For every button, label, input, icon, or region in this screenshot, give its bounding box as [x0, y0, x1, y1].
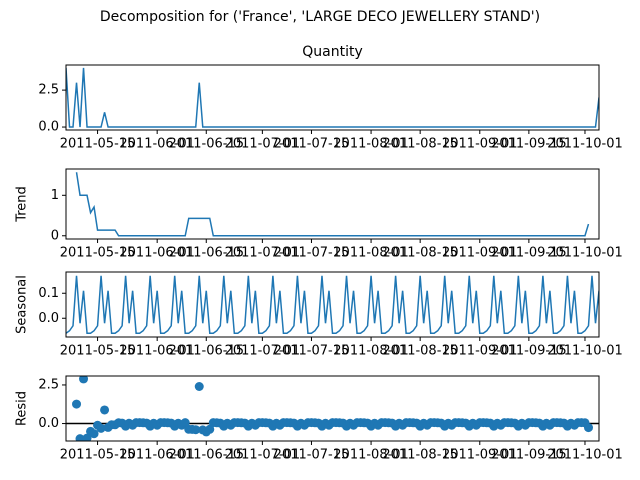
x-tick-label: 2011-06-01 — [119, 344, 195, 359]
x-tick-label: 2011-06-01 — [119, 448, 195, 463]
x-tick-label: 2011-09-15 — [491, 448, 567, 463]
x-tick-label: 2011-07-15 — [274, 137, 350, 152]
y-tick-label: 0.0 — [38, 416, 59, 431]
y-axis-label: Seasonal — [15, 275, 30, 334]
y-tick-label: 0.1 — [38, 286, 59, 301]
x-tick-label: 2011-08-01 — [333, 448, 409, 463]
point — [89, 429, 99, 439]
axes-frame — [65, 64, 600, 131]
x-tick-label: 2011-09-01 — [442, 344, 518, 359]
x-tick-label: 2011-07-15 — [274, 246, 350, 261]
point — [205, 424, 215, 434]
point — [72, 399, 82, 409]
y-axis-label: Resid — [15, 391, 30, 426]
x-tick-label: 2011-07-01 — [225, 137, 301, 152]
x-tick-label: 2011-07-15 — [274, 344, 350, 359]
axes-frame — [65, 271, 600, 338]
y-tick-label: 2.5 — [38, 377, 59, 392]
point — [191, 425, 201, 435]
plot-area — [66, 376, 599, 441]
x-tick-label: 2011-09-01 — [442, 246, 518, 261]
x-tick-label: 2011-10-01 — [547, 344, 623, 359]
figure-title: Decomposition for ('France', 'LARGE DECO… — [100, 9, 540, 25]
x-tick-label: 2011-06-15 — [168, 448, 244, 463]
x-tick-label: 2011-08-15 — [382, 344, 458, 359]
y-tick-label: 0.0 — [38, 120, 59, 135]
y-tick-label: 1 — [51, 188, 59, 203]
y-tick-label: 0.0 — [38, 311, 59, 326]
panel-title: Quantity — [302, 44, 363, 60]
line — [66, 67, 599, 128]
axes-frame — [65, 375, 600, 442]
point — [180, 418, 190, 428]
x-tick-label: 2011-09-15 — [491, 344, 567, 359]
x-tick-label: 2011-05-15 — [60, 344, 136, 359]
plot-area — [75, 172, 590, 237]
x-tick-label: 2011-06-15 — [168, 137, 244, 152]
plot-area — [66, 67, 599, 128]
axes-frame — [65, 168, 600, 240]
x-tick-label: 2011-08-15 — [382, 137, 458, 152]
x-tick-label: 2011-08-15 — [382, 448, 458, 463]
x-tick-label: 2011-06-15 — [168, 344, 244, 359]
point — [100, 405, 110, 415]
y-tick-label: 2.5 — [38, 83, 59, 98]
x-tick-label: 2011-10-01 — [547, 246, 623, 261]
point — [75, 434, 85, 441]
x-tick-label: 2011-10-01 — [547, 137, 623, 152]
x-tick-label: 2011-06-01 — [119, 137, 195, 152]
x-tick-label: 2011-07-01 — [225, 344, 301, 359]
y-axis-label: Trend — [15, 186, 30, 223]
y-tick-label: 0 — [51, 228, 59, 243]
plot-area — [66, 275, 599, 334]
x-tick-label: 2011-10-01 — [547, 448, 623, 463]
x-tick-label: 2011-05-15 — [60, 137, 136, 152]
x-tick-label: 2011-09-01 — [442, 137, 518, 152]
x-tick-label: 2011-05-15 — [60, 448, 136, 463]
x-tick-label: 2011-06-15 — [168, 246, 244, 261]
x-tick-label: 2011-07-01 — [225, 448, 301, 463]
line — [66, 275, 599, 334]
x-tick-label: 2011-08-01 — [333, 246, 409, 261]
x-tick-label: 2011-06-01 — [119, 246, 195, 261]
point — [79, 376, 89, 384]
x-tick-label: 2011-08-15 — [382, 246, 458, 261]
point — [194, 381, 204, 391]
x-tick-label: 2011-05-15 — [60, 246, 136, 261]
x-tick-label: 2011-08-01 — [333, 137, 409, 152]
point — [96, 423, 106, 433]
x-tick-label: 2011-07-15 — [274, 448, 350, 463]
line — [75, 172, 590, 237]
x-tick-label: 2011-09-15 — [491, 246, 567, 261]
x-tick-label: 2011-09-15 — [491, 137, 567, 152]
x-tick-label: 2011-09-01 — [442, 448, 518, 463]
x-tick-label: 2011-08-01 — [333, 344, 409, 359]
point — [583, 423, 593, 433]
x-tick-label: 2011-07-01 — [225, 246, 301, 261]
